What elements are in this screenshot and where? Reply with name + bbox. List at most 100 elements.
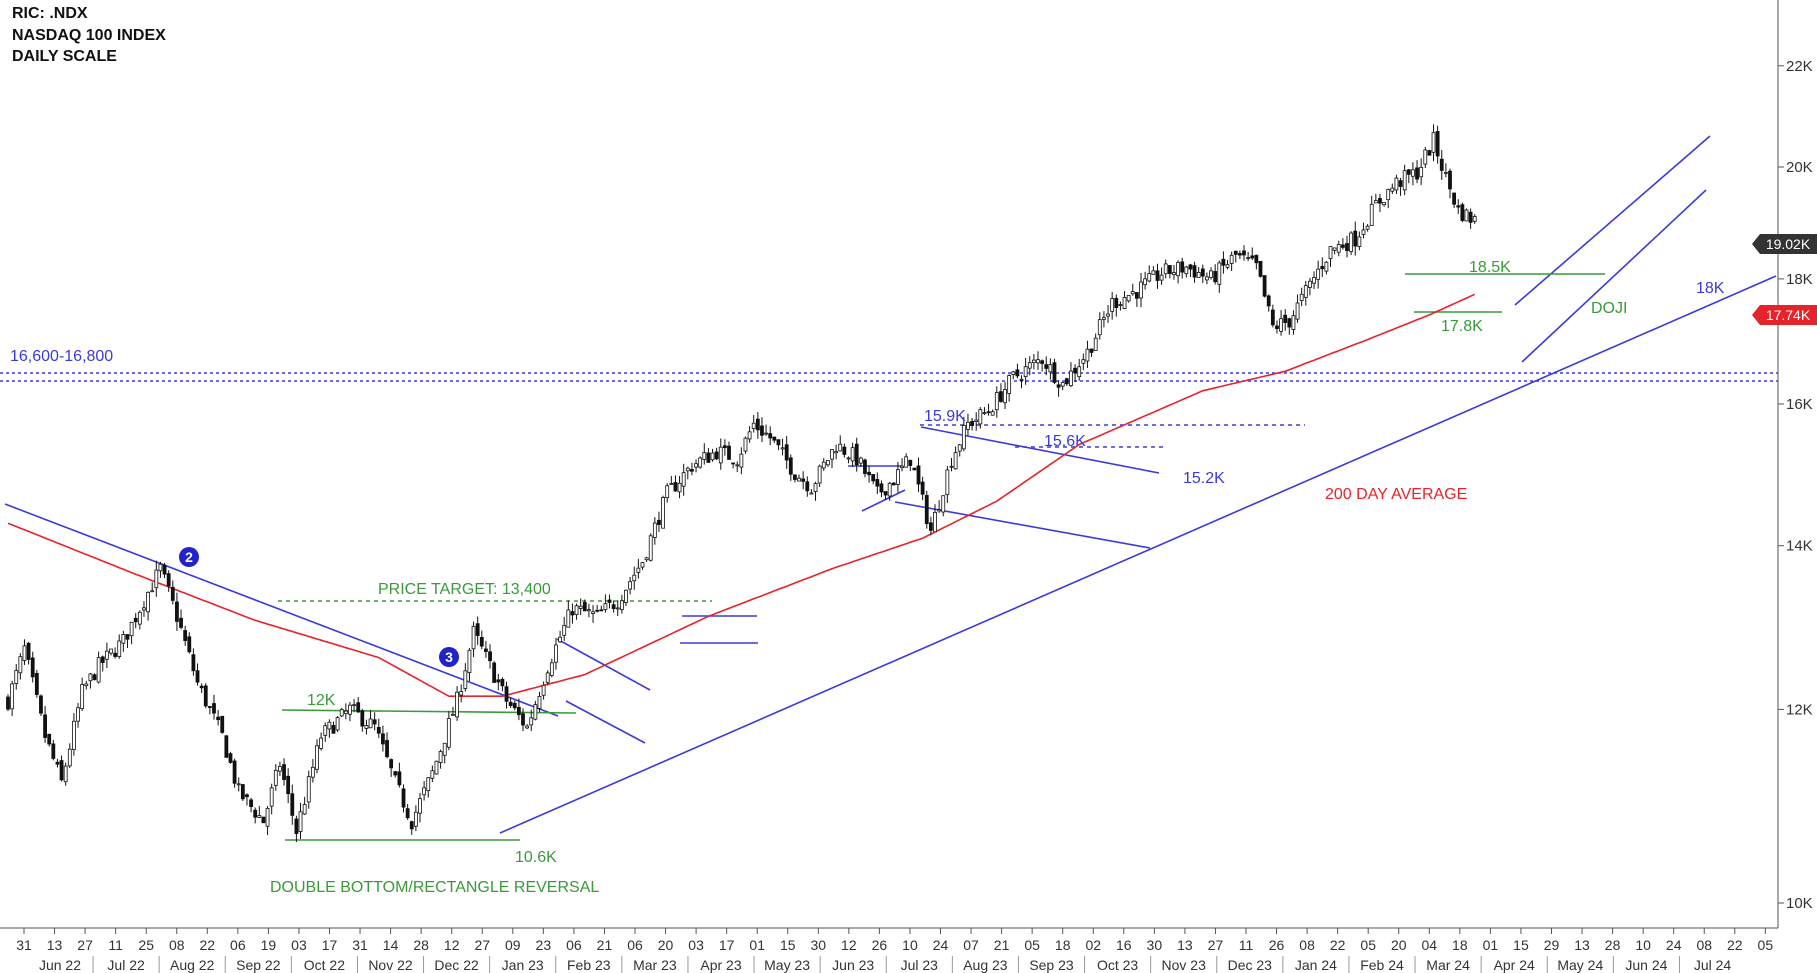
candles xyxy=(6,124,1477,843)
x-month-label: Dec 22 xyxy=(434,957,479,973)
candle xyxy=(1130,283,1135,296)
candle xyxy=(920,476,925,501)
wave-3-marker xyxy=(439,647,459,667)
y-tick-label: 12K xyxy=(1786,701,1813,718)
x-month-label: Feb 23 xyxy=(567,957,611,973)
x-day-label: 04 xyxy=(1422,937,1438,953)
x-day-label: 24 xyxy=(1666,937,1682,953)
x-day-label: 05 xyxy=(1360,937,1376,953)
candle xyxy=(1406,168,1411,184)
level-17-8k-label: 17.8K xyxy=(1441,318,1483,335)
level-18-5k-label: 18.5K xyxy=(1469,259,1511,276)
candle xyxy=(549,658,554,678)
candle xyxy=(961,416,966,452)
x-month-label: Oct 22 xyxy=(304,957,345,973)
candle xyxy=(809,489,814,495)
y-tick-label: 22K xyxy=(1786,58,1813,75)
candle xyxy=(817,464,822,488)
candle xyxy=(681,463,686,496)
x-day-label: 13 xyxy=(47,937,63,953)
candle xyxy=(150,582,155,593)
candle xyxy=(273,764,278,791)
candle xyxy=(706,448,711,463)
x-day-label: 22 xyxy=(1330,937,1346,953)
candle xyxy=(409,820,414,835)
candle xyxy=(72,713,76,756)
candle xyxy=(780,438,785,456)
candle xyxy=(924,490,929,529)
candle xyxy=(294,815,299,843)
flag-upper-line xyxy=(556,638,651,691)
candle xyxy=(1122,291,1127,310)
candle xyxy=(607,594,612,609)
candle xyxy=(830,449,834,469)
wave-3-marker-text: 3 xyxy=(445,649,453,665)
candle xyxy=(183,625,188,646)
candle xyxy=(994,386,999,418)
candle xyxy=(278,761,282,776)
candle xyxy=(1036,351,1040,370)
candle xyxy=(459,684,464,703)
candle xyxy=(1254,254,1259,270)
candle xyxy=(1023,358,1028,385)
candle xyxy=(216,709,221,726)
candle xyxy=(821,458,826,471)
candle xyxy=(619,594,624,614)
candle xyxy=(986,403,991,416)
candle xyxy=(187,632,192,654)
candle xyxy=(628,576,633,595)
candle xyxy=(731,462,736,469)
candle xyxy=(479,630,484,650)
candle xyxy=(467,647,472,682)
candle xyxy=(1196,267,1201,278)
candle xyxy=(755,412,760,439)
x-day-label: 30 xyxy=(1147,937,1163,953)
candle xyxy=(702,443,707,465)
candle xyxy=(1279,310,1283,336)
candle xyxy=(504,681,509,709)
x-month-label: Nov 22 xyxy=(368,957,413,973)
candle xyxy=(1382,201,1386,207)
candle xyxy=(306,770,311,809)
candle xyxy=(18,653,23,680)
level-15-2k-label: 15.2K xyxy=(1183,470,1225,487)
candle xyxy=(290,784,295,825)
x-day-label: 11 xyxy=(108,937,123,953)
candle xyxy=(1052,358,1057,385)
candle xyxy=(690,462,694,476)
candle xyxy=(722,439,727,456)
candle xyxy=(611,600,616,613)
candle xyxy=(1205,272,1209,285)
candle xyxy=(146,591,150,621)
candle xyxy=(937,500,942,513)
candle xyxy=(496,673,501,691)
candle xyxy=(533,700,538,721)
candle xyxy=(615,600,620,617)
candle xyxy=(516,698,521,721)
candle xyxy=(1106,305,1110,323)
last-price-badge-text: 19.02K xyxy=(1766,236,1811,252)
candle xyxy=(179,609,183,630)
candle xyxy=(125,634,130,649)
candle xyxy=(327,719,332,738)
candle xyxy=(875,472,880,495)
candle xyxy=(352,699,356,713)
candle xyxy=(34,669,39,698)
x-month-label: Oct 23 xyxy=(1097,957,1138,973)
flag-lower-line xyxy=(565,700,646,744)
candle xyxy=(249,797,253,813)
candle xyxy=(1320,257,1325,278)
candle xyxy=(228,751,233,764)
candle xyxy=(109,648,113,656)
candle xyxy=(1332,247,1337,255)
index-name: NASDAQ 100 INDEX xyxy=(12,27,166,44)
candle xyxy=(47,733,52,747)
candle xyxy=(430,765,435,782)
candle xyxy=(1217,260,1222,293)
channel-upper-line xyxy=(1514,135,1711,306)
candle xyxy=(665,483,670,503)
x-axis: 31 13 27 11 25 08 22 06 19 03 17 31 14 28 12 27 09 23 06 21… xyxy=(16,928,1773,973)
x-day-label: 06 xyxy=(566,937,582,953)
scale-label: DAILY SCALE xyxy=(12,48,117,65)
